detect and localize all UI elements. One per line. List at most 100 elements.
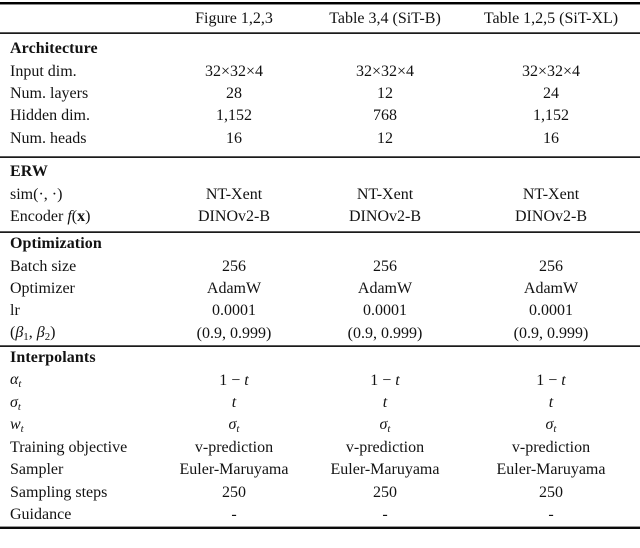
header-cell-sitxl: Table 1,2,5 (SiT-XL)	[483, 9, 619, 27]
table-row: wt σt σt σt	[0, 414, 640, 436]
section-divider-rule	[0, 155, 640, 158]
row-label: (β1, β2)	[10, 324, 56, 344]
cell-value: 24	[543, 84, 559, 102]
section-divider-rule	[0, 231, 640, 234]
cell-value: DINOv2-B	[515, 207, 587, 225]
cell-value: 12	[377, 129, 393, 147]
table-row: σt t t t	[0, 392, 640, 414]
section-title-row: ERW	[0, 161, 640, 183]
cell-value: Euler-Maruyama	[496, 461, 606, 479]
cell-value: Euler-Maruyama	[330, 461, 440, 479]
cell-value: 32×32×4	[521, 62, 581, 80]
cell-value: v-prediction	[345, 438, 425, 456]
cell-value: 1,152	[216, 107, 252, 125]
section-title: Optimization	[10, 235, 102, 253]
section-title: ERW	[10, 163, 48, 181]
cell-value: 0.0001	[363, 302, 407, 320]
cell-value: 256	[539, 257, 563, 275]
cell-value: σt	[379, 415, 391, 435]
row-label: Input dim.	[10, 62, 77, 80]
cell-value: σt	[545, 415, 557, 435]
row-label: Optimizer	[10, 280, 75, 298]
cell-value: -	[382, 506, 388, 523]
table-row: Optimizer AdamW AdamW AdamW	[0, 278, 640, 300]
cell-value: t	[382, 394, 388, 412]
cell-value: 768	[373, 107, 397, 125]
cell-value: 0.0001	[529, 302, 573, 320]
table-bottom-rule	[0, 526, 640, 530]
cell-value: NT-Xent	[522, 185, 580, 203]
row-label: σt	[10, 393, 21, 413]
table-row: sim(·, ·) NT-Xent NT-Xent NT-Xent	[0, 183, 640, 205]
table-section: Optimization Batch size 256 256 256 Optimizer…	[0, 233, 640, 345]
row-label: Sampling steps	[10, 483, 108, 501]
section-title-row: Architecture	[0, 38, 640, 60]
table-row: Num. layers 28 12 24	[0, 83, 640, 105]
cell-value: NT-Xent	[205, 185, 263, 203]
row-label: Num. heads	[10, 129, 87, 147]
cell-value: 1 − t	[370, 371, 400, 389]
cell-value: (0.9, 0.999)	[196, 324, 272, 342]
cell-value: t	[548, 394, 554, 412]
cell-value: (0.9, 0.999)	[347, 324, 423, 342]
cell-value: 16	[543, 129, 559, 147]
table-header-row: Figure 1,2,3 Table 3,4 (SiT-B) Table 1,2…	[0, 5, 640, 32]
cell-value: AdamW	[357, 280, 413, 298]
cell-value: 250	[222, 483, 246, 501]
table-row: Training objective v-prediction v-predicti…	[0, 437, 640, 459]
cell-value: v-prediction	[194, 438, 274, 456]
table-row: Batch size 256 256 256	[0, 256, 640, 278]
cell-value: DINOv2-B	[349, 207, 421, 225]
cell-value: 28	[226, 84, 242, 102]
table-top-rule	[0, 2, 640, 5]
row-label: Training objective	[10, 438, 128, 456]
cell-value: 32×32×4	[355, 62, 415, 80]
row-label: Batch size	[10, 257, 77, 275]
row-label: Encoder f(x)	[10, 207, 91, 225]
table-row: Input dim. 32×32×4 32×32×4 32×32×4	[0, 60, 640, 82]
header-cell-figure: Figure 1,2,3	[195, 9, 273, 27]
cell-value: (0.9, 0.999)	[513, 324, 589, 342]
table-section: Architecture Input dim. 32×32×4 32×32×4 32×3…	[0, 34, 640, 156]
table-row: Sampling steps 250 250 250	[0, 481, 640, 503]
cell-value: 250	[539, 483, 563, 501]
cell-value: 256	[373, 257, 397, 275]
table-row: Num. heads 16 12 16	[0, 128, 640, 150]
cell-value: 12	[377, 84, 393, 102]
section-title: Architecture	[10, 40, 98, 58]
table-section: ERW sim(·, ·) NT-Xent NT-Xent NT-Xent Encoder…	[0, 158, 640, 231]
section-title: Interpolants	[10, 349, 96, 367]
cell-value: AdamW	[523, 280, 579, 298]
cell-value: 16	[226, 129, 242, 147]
row-label: αt	[10, 371, 22, 391]
section-title-row: Optimization	[0, 233, 640, 255]
table-row: lr 0.0001 0.0001 0.0001	[0, 300, 640, 322]
cell-value: DINOv2-B	[198, 207, 270, 225]
cell-value: σt	[228, 415, 240, 435]
row-label: Num. layers	[10, 84, 89, 102]
cell-value: -	[231, 506, 237, 523]
header-cell-sitb: Table 3,4 (SiT-B)	[329, 9, 441, 27]
table-row: Hidden dim. 1,152 768 1,152	[0, 105, 640, 127]
row-label: wt	[10, 415, 24, 435]
cell-value: 250	[373, 483, 397, 501]
cell-value: NT-Xent	[356, 185, 414, 203]
section-divider-rule	[0, 345, 640, 348]
cell-value: 1 − t	[536, 371, 566, 389]
cell-value: 32×32×4	[204, 62, 264, 80]
cell-value: -	[548, 506, 554, 523]
table-row: (β1, β2) (0.9, 0.999) (0.9, 0.999) (0.9, 0.…	[0, 323, 640, 345]
cell-value: 256	[222, 257, 246, 275]
table-body: Architecture Input dim. 32×32×4 32×32×4 32×3…	[0, 34, 640, 526]
cell-value: 0.0001	[212, 302, 256, 320]
header-divider-rule	[0, 32, 640, 34]
cell-value: 1 − t	[219, 371, 249, 389]
row-label: lr	[10, 302, 20, 320]
section-title-row: Interpolants	[0, 347, 640, 369]
row-label: Guidance	[10, 506, 72, 523]
row-label: Sampler	[10, 461, 64, 479]
cell-value: v-prediction	[511, 438, 591, 456]
table-row: Sampler Euler-Maruyama Euler-Maruyama Euler…	[0, 459, 640, 481]
